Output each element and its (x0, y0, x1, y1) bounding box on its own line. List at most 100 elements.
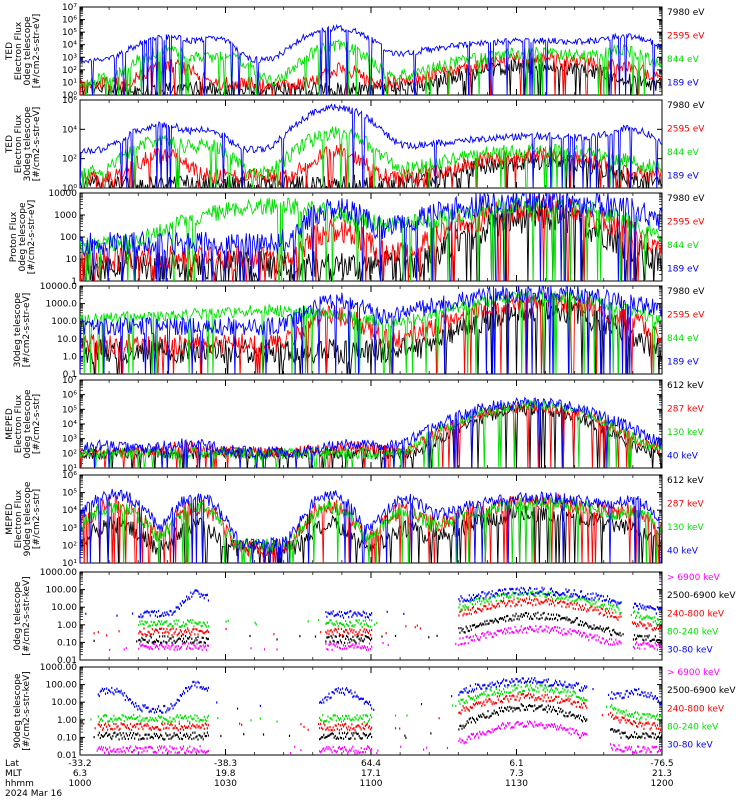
y-tick-label: 10000.0 (40, 282, 77, 292)
data-point (572, 728, 574, 731)
data-point (620, 748, 622, 751)
data-point (331, 751, 333, 754)
y-axis-label-line: [#/cm2-s-str-eV] (32, 14, 42, 89)
data-point (137, 747, 139, 750)
data-point (114, 727, 116, 730)
data-point (642, 642, 644, 645)
data-point (637, 646, 639, 649)
data-point (150, 718, 152, 722)
data-point (542, 601, 544, 605)
data-point (111, 737, 113, 741)
data-point (135, 717, 137, 720)
y-tick-label: 10² (62, 449, 77, 459)
y-tick-label: 10⁴ (62, 506, 77, 516)
data-point (632, 693, 635, 696)
data-point (519, 690, 521, 694)
data-point (190, 633, 192, 636)
data-point (146, 633, 148, 637)
data-point (149, 624, 151, 627)
data-point (601, 599, 603, 603)
data-point (634, 749, 637, 752)
data-point (319, 750, 321, 753)
data-point (539, 590, 541, 593)
data-point (633, 751, 636, 754)
data-point (122, 694, 124, 697)
data-point (178, 699, 180, 702)
data-point (192, 592, 194, 595)
data-point (469, 717, 471, 720)
data-point (541, 684, 543, 687)
data-point (625, 735, 627, 738)
data-point (504, 690, 506, 693)
data-point (162, 711, 164, 714)
data-point (342, 719, 345, 722)
data-point (615, 707, 617, 711)
data-point (524, 708, 527, 712)
data-point (332, 732, 334, 736)
data-point (505, 685, 507, 688)
data-point (376, 751, 378, 755)
data-point (144, 733, 146, 736)
data-point (485, 687, 487, 690)
data-point (191, 630, 193, 633)
data-point (482, 597, 484, 600)
data-point (612, 713, 614, 717)
data-point (97, 723, 99, 726)
data-point (204, 593, 206, 597)
data-point (588, 600, 590, 604)
data-point (541, 724, 543, 727)
data-point (371, 716, 373, 719)
data-point (353, 625, 355, 628)
data-point (526, 679, 529, 683)
data-point (168, 709, 170, 712)
data-point (122, 714, 124, 718)
data-point (497, 698, 499, 701)
data-point (553, 626, 556, 629)
y-tick-label: 10⁵ (62, 489, 77, 499)
data-point (371, 726, 373, 729)
data-point (134, 717, 136, 720)
data-point (127, 749, 130, 752)
data-point (186, 640, 188, 643)
data-point (519, 590, 521, 594)
data-point (537, 591, 539, 594)
data-point (501, 601, 504, 604)
data-point (352, 695, 354, 699)
series-blue (85, 586, 662, 619)
data-point (658, 625, 661, 628)
data-point (481, 715, 483, 719)
data-point (139, 642, 141, 646)
data-point (579, 697, 582, 701)
data-point (513, 695, 515, 698)
data-point (190, 647, 192, 650)
data-point (491, 590, 493, 593)
data-point (614, 693, 616, 696)
data-point (573, 620, 575, 623)
data-point (557, 602, 559, 605)
data-point (206, 644, 208, 647)
data-point (485, 716, 487, 719)
data-point (560, 597, 562, 600)
data-point (276, 648, 278, 651)
data-point (338, 632, 340, 635)
data-point (160, 614, 162, 618)
data-point (101, 735, 104, 738)
data-point (180, 630, 183, 633)
data-point (165, 711, 167, 714)
data-point (659, 626, 662, 629)
data-point (517, 684, 519, 687)
data-point (516, 597, 518, 600)
data-point (161, 644, 163, 647)
data-point (333, 749, 335, 752)
x-tick-label-mlt: 6.3 (73, 769, 87, 779)
data-point (619, 631, 621, 635)
data-point (180, 716, 183, 720)
data-point (502, 688, 505, 691)
data-point (137, 732, 139, 735)
data-point (354, 752, 356, 755)
data-point (339, 724, 342, 727)
data-point (359, 613, 361, 616)
data-point (634, 643, 637, 646)
data-point (332, 643, 334, 646)
